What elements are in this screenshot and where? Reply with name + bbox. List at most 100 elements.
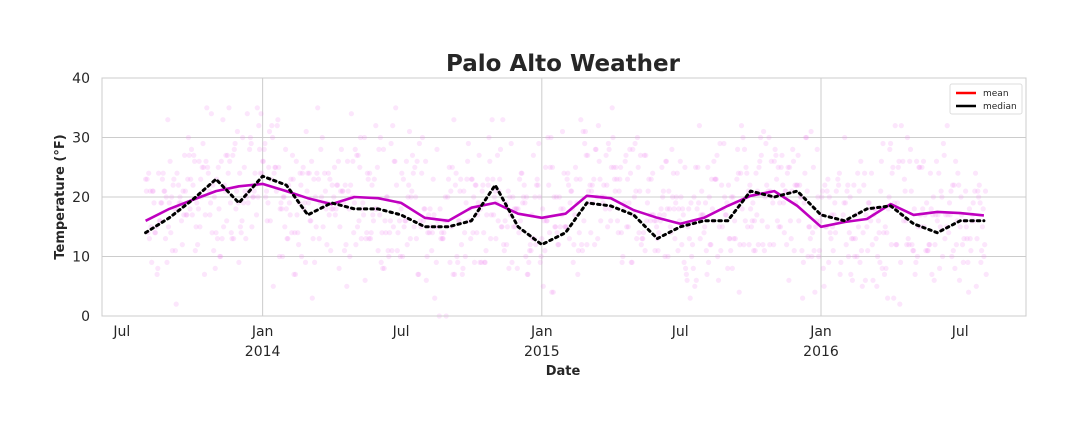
- scatter-point: [858, 248, 865, 254]
- scatter-point: [463, 200, 469, 206]
- scatter-point: [819, 188, 826, 194]
- y-tick-label: 0: [81, 309, 90, 325]
- scatter-point: [589, 182, 595, 188]
- scatter-point: [686, 236, 693, 242]
- scatter-point: [155, 265, 161, 271]
- scatter-point: [456, 218, 462, 224]
- scatter-point: [575, 248, 582, 254]
- scatter-point: [160, 170, 166, 176]
- scatter-point: [759, 218, 765, 224]
- scatter-point: [453, 170, 459, 176]
- scatter-point: [545, 134, 551, 141]
- scatter-point: [427, 206, 433, 212]
- scatter-point: [686, 206, 692, 212]
- scatter-point: [693, 164, 699, 170]
- scatter-point: [983, 271, 989, 277]
- scatter-point: [270, 283, 276, 289]
- scatter-point: [878, 188, 884, 194]
- scatter-point: [387, 218, 393, 224]
- scatter-point: [274, 123, 280, 129]
- scatter-point: [261, 146, 267, 152]
- scatter-point: [501, 248, 507, 254]
- scatter-point: [481, 259, 488, 265]
- scatter-point: [177, 194, 183, 200]
- scatter-point: [893, 242, 899, 248]
- scatter-point: [675, 248, 681, 254]
- scatter-point: [702, 224, 708, 230]
- scatter-point: [190, 182, 196, 188]
- scatter-point: [166, 200, 172, 206]
- scatter-point: [887, 146, 893, 152]
- scatter-point: [429, 230, 435, 236]
- x-tick-label: Jul: [671, 324, 689, 340]
- scatter-point: [182, 188, 188, 194]
- scatter-point: [182, 152, 188, 158]
- scatter-point: [292, 271, 299, 277]
- scatter-point: [751, 248, 757, 254]
- scatter-point: [770, 200, 776, 206]
- scatter-point: [682, 164, 688, 170]
- scatter-point: [560, 206, 566, 212]
- scatter-point: [255, 194, 261, 200]
- scatter-point: [364, 230, 370, 236]
- scatter-point: [704, 271, 710, 277]
- scatter-point: [826, 259, 832, 265]
- scatter-point: [865, 200, 872, 206]
- scatter-point: [169, 248, 175, 254]
- scatter-point: [696, 123, 703, 129]
- scatter-point: [247, 146, 253, 152]
- scatter-point: [367, 236, 374, 242]
- scatter-point: [438, 236, 444, 242]
- scatter-point: [250, 194, 256, 200]
- scatter-point: [393, 182, 400, 188]
- scatter-point: [938, 188, 944, 194]
- scatter-point: [252, 170, 258, 176]
- scatter-point: [764, 182, 770, 188]
- scatter-point: [348, 111, 354, 117]
- scatter-point: [230, 152, 236, 158]
- scatter-point: [460, 265, 466, 271]
- scatter-point: [566, 236, 573, 242]
- scatter-point: [423, 158, 429, 164]
- scatter-point: [683, 265, 689, 271]
- scatter-point: [637, 152, 644, 158]
- scatter-point: [404, 242, 410, 248]
- scatter-point: [618, 164, 624, 170]
- scatter-point: [524, 271, 530, 277]
- scatter-point: [348, 182, 354, 188]
- scatter-point: [620, 253, 626, 260]
- scatter-point: [484, 176, 491, 182]
- scatter-point: [672, 236, 678, 242]
- scatter-point: [835, 176, 841, 182]
- scatter-point: [955, 170, 961, 176]
- scatter-point: [840, 212, 846, 218]
- scatter-point: [260, 158, 266, 164]
- scatter-point: [592, 242, 598, 248]
- scatter-point: [651, 218, 657, 224]
- scatter-point: [370, 212, 376, 218]
- chart-title: Palo Alto Weather: [446, 51, 681, 77]
- scatter-point: [842, 200, 849, 206]
- scatter-point: [625, 224, 631, 230]
- scatter-point: [924, 200, 930, 206]
- scatter-point: [468, 176, 474, 182]
- scatter-point: [970, 200, 976, 206]
- scatter-point: [611, 176, 618, 182]
- scatter-point: [907, 146, 914, 152]
- scatter-point: [868, 170, 875, 176]
- scatter-point: [322, 170, 328, 176]
- scatter-point: [299, 253, 305, 260]
- scatter-point: [448, 188, 454, 194]
- scatter-point: [266, 128, 273, 135]
- scatter-point: [570, 259, 576, 265]
- scatter-point: [941, 152, 947, 158]
- scatter-point: [848, 271, 854, 277]
- scatter-point: [614, 176, 620, 182]
- scatter-point: [526, 259, 532, 265]
- scatter-point: [728, 194, 735, 200]
- scatter-point: [795, 152, 801, 158]
- scatter-point: [337, 224, 343, 230]
- scatter-point: [828, 236, 834, 242]
- scatter-point: [327, 176, 333, 182]
- scatter-point: [755, 242, 761, 248]
